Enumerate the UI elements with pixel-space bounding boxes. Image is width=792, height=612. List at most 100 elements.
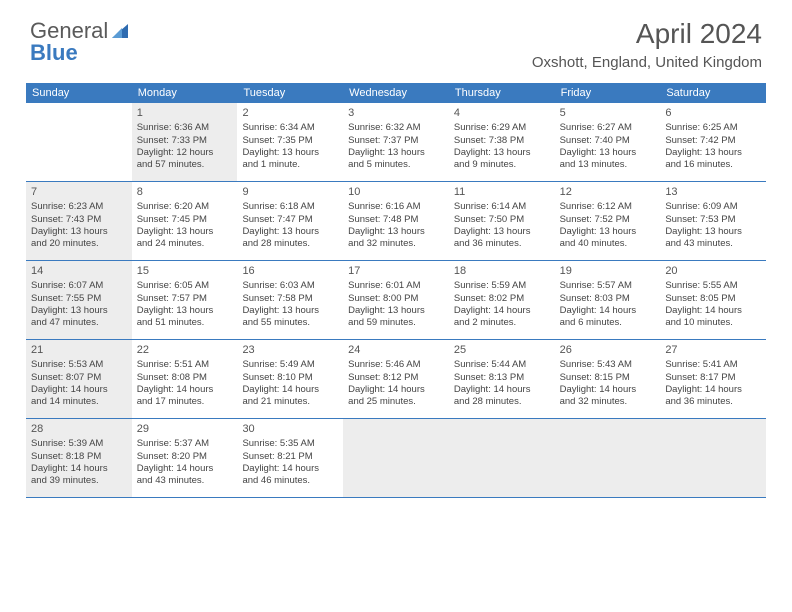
day-info-line: Sunset: 7:42 PM bbox=[665, 135, 761, 147]
day-cell: 19Sunrise: 5:57 AMSunset: 8:03 PMDayligh… bbox=[555, 261, 661, 339]
day-info-line: Sunset: 8:20 PM bbox=[137, 451, 233, 463]
day-info-line: Daylight: 13 hours bbox=[348, 305, 444, 317]
day-info-line: Daylight: 13 hours bbox=[560, 226, 656, 238]
day-info-line: Sunset: 7:40 PM bbox=[560, 135, 656, 147]
day-info-line: and 28 minutes. bbox=[242, 238, 338, 250]
day-cell: 17Sunrise: 6:01 AMSunset: 8:00 PMDayligh… bbox=[343, 261, 449, 339]
day-cell: 3Sunrise: 6:32 AMSunset: 7:37 PMDaylight… bbox=[343, 103, 449, 181]
week-row: 7Sunrise: 6:23 AMSunset: 7:43 PMDaylight… bbox=[26, 182, 766, 261]
day-number: 14 bbox=[31, 264, 127, 278]
day-info-line: Sunset: 7:37 PM bbox=[348, 135, 444, 147]
day-info-line: and 25 minutes. bbox=[348, 396, 444, 408]
day-number: 8 bbox=[137, 185, 233, 199]
day-info-line: and 47 minutes. bbox=[31, 317, 127, 329]
day-info-line: Daylight: 13 hours bbox=[348, 226, 444, 238]
day-number: 22 bbox=[137, 343, 233, 357]
day-info-line: and 59 minutes. bbox=[348, 317, 444, 329]
day-info-line: and 55 minutes. bbox=[242, 317, 338, 329]
day-info-line: Daylight: 13 hours bbox=[242, 226, 338, 238]
day-info-line: Sunset: 8:07 PM bbox=[31, 372, 127, 384]
day-cell bbox=[343, 419, 449, 497]
day-number: 4 bbox=[454, 106, 550, 120]
day-cell bbox=[449, 419, 555, 497]
day-info-line: Sunrise: 6:29 AM bbox=[454, 122, 550, 134]
day-info-line: Daylight: 13 hours bbox=[242, 147, 338, 159]
day-number: 10 bbox=[348, 185, 444, 199]
day-number: 23 bbox=[242, 343, 338, 357]
day-info-line: Sunrise: 5:41 AM bbox=[665, 359, 761, 371]
day-info-line: Daylight: 13 hours bbox=[137, 226, 233, 238]
day-cell: 9 Sunrise: 6:18 AMSunset: 7:47 PMDaylight… bbox=[237, 182, 343, 260]
day-info-line: and 9 minutes. bbox=[454, 159, 550, 171]
day-info-line: and 2 minutes. bbox=[454, 317, 550, 329]
day-info-line: Sunset: 7:55 PM bbox=[31, 293, 127, 305]
day-number: 15 bbox=[137, 264, 233, 278]
day-number: 19 bbox=[560, 264, 656, 278]
day-header: Monday bbox=[132, 83, 238, 103]
day-number: 5 bbox=[560, 106, 656, 120]
day-info-line: Daylight: 12 hours bbox=[137, 147, 233, 159]
day-cell: 2Sunrise: 6:34 AMSunset: 7:35 PMDaylight… bbox=[237, 103, 343, 181]
day-cell: 14Sunrise: 6:07 AMSunset: 7:55 PMDayligh… bbox=[26, 261, 132, 339]
day-header: Thursday bbox=[449, 83, 555, 103]
day-info-line: and 13 minutes. bbox=[560, 159, 656, 171]
day-info-line: Daylight: 14 hours bbox=[454, 384, 550, 396]
day-info-line: Sunrise: 6:16 AM bbox=[348, 201, 444, 213]
day-info-line: and 51 minutes. bbox=[137, 317, 233, 329]
day-info-line: Daylight: 13 hours bbox=[454, 226, 550, 238]
day-info-line: Sunrise: 6:09 AM bbox=[665, 201, 761, 213]
day-cell: 10 Sunrise: 6:16 AMSunset: 7:48 PMDayligh… bbox=[343, 182, 449, 260]
day-info-line: and 32 minutes. bbox=[348, 238, 444, 250]
day-info-line: Sunset: 7:58 PM bbox=[242, 293, 338, 305]
day-info-line: Sunrise: 5:59 AM bbox=[454, 280, 550, 292]
day-info-line: Sunrise: 5:39 AM bbox=[31, 438, 127, 450]
day-info-line: and 28 minutes. bbox=[454, 396, 550, 408]
week-row: 21Sunrise: 5:53 AMSunset: 8:07 PMDayligh… bbox=[26, 340, 766, 419]
day-number: 26 bbox=[560, 343, 656, 357]
day-header: Tuesday bbox=[237, 83, 343, 103]
day-cell bbox=[555, 419, 661, 497]
day-header: Friday bbox=[555, 83, 661, 103]
day-info-line: Sunset: 7:57 PM bbox=[137, 293, 233, 305]
day-info-line: Sunset: 7:52 PM bbox=[560, 214, 656, 226]
day-header: Sunday bbox=[26, 83, 132, 103]
day-info-line: Sunrise: 5:46 AM bbox=[348, 359, 444, 371]
title-block: April 2024 Oxshott, England, United King… bbox=[532, 18, 762, 71]
day-cell: 4Sunrise: 6:29 AMSunset: 7:38 PMDaylight… bbox=[449, 103, 555, 181]
day-info-line: Daylight: 14 hours bbox=[665, 384, 761, 396]
day-cell: 16Sunrise: 6:03 AMSunset: 7:58 PMDayligh… bbox=[237, 261, 343, 339]
day-info-line: Daylight: 14 hours bbox=[31, 384, 127, 396]
day-info-line: Sunset: 7:33 PM bbox=[137, 135, 233, 147]
day-number: 25 bbox=[454, 343, 550, 357]
day-cell: 6Sunrise: 6:25 AMSunset: 7:42 PMDaylight… bbox=[660, 103, 766, 181]
day-number: 11 bbox=[454, 185, 550, 199]
day-info-line: Sunrise: 5:35 AM bbox=[242, 438, 338, 450]
day-number: 9 bbox=[242, 185, 338, 199]
day-header: Wednesday bbox=[343, 83, 449, 103]
day-number: 28 bbox=[31, 422, 127, 436]
day-info-line: Sunset: 8:00 PM bbox=[348, 293, 444, 305]
day-info-line: Sunset: 8:12 PM bbox=[348, 372, 444, 384]
day-cell: 8Sunrise: 6:20 AMSunset: 7:45 PMDaylight… bbox=[132, 182, 238, 260]
day-info-line: Sunrise: 5:57 AM bbox=[560, 280, 656, 292]
day-info-line: Sunset: 7:48 PM bbox=[348, 214, 444, 226]
day-info-line: Sunrise: 6:18 AM bbox=[242, 201, 338, 213]
day-info-line: Sunrise: 6:23 AM bbox=[31, 201, 127, 213]
day-number: 7 bbox=[31, 185, 127, 199]
day-info-line: Sunset: 7:47 PM bbox=[242, 214, 338, 226]
day-info-line: Sunset: 8:08 PM bbox=[137, 372, 233, 384]
day-info-line: and 32 minutes. bbox=[560, 396, 656, 408]
day-info-line: Sunset: 8:02 PM bbox=[454, 293, 550, 305]
day-cell: 5Sunrise: 6:27 AMSunset: 7:40 PMDaylight… bbox=[555, 103, 661, 181]
day-info-line: Sunrise: 5:51 AM bbox=[137, 359, 233, 371]
day-info-line: and 46 minutes. bbox=[242, 475, 338, 487]
day-info-line: Sunset: 7:53 PM bbox=[665, 214, 761, 226]
day-info-line: Sunrise: 5:43 AM bbox=[560, 359, 656, 371]
day-info-line: and 5 minutes. bbox=[348, 159, 444, 171]
day-number: 6 bbox=[665, 106, 761, 120]
day-cell: 29Sunrise: 5:37 AMSunset: 8:20 PMDayligh… bbox=[132, 419, 238, 497]
day-info-line: Sunset: 8:15 PM bbox=[560, 372, 656, 384]
day-info-line: and 21 minutes. bbox=[242, 396, 338, 408]
day-info-line: Sunrise: 6:36 AM bbox=[137, 122, 233, 134]
day-cell: 28Sunrise: 5:39 AMSunset: 8:18 PMDayligh… bbox=[26, 419, 132, 497]
